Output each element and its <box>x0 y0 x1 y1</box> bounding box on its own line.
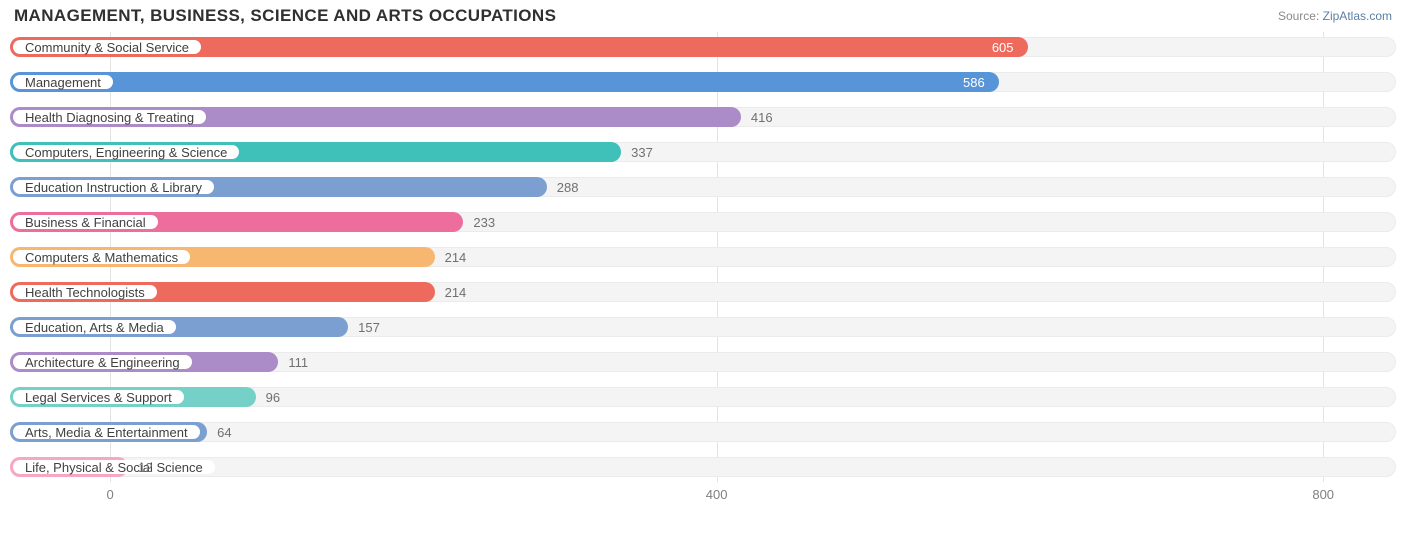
x-axis: 0 400 800 <box>10 487 1396 509</box>
bar-label-pill: Arts, Media & Entertainment <box>13 425 200 439</box>
bar-label-pill: Computers, Engineering & Science <box>13 145 239 159</box>
bar-row: Education, Arts & Media 157 <box>10 312 1396 342</box>
bar-row: Health Technologists 214 <box>10 277 1396 307</box>
bar-value: 157 <box>348 312 380 342</box>
bar-label-pill: Architecture & Engineering <box>13 355 192 369</box>
bar-label-pill: Business & Financial <box>13 215 158 229</box>
bar-track <box>10 457 1396 477</box>
bar-row: Computers & Mathematics 214 <box>10 242 1396 272</box>
bar-label-pill: Education, Arts & Media <box>13 320 176 334</box>
bar-label-pill: Legal Services & Support <box>13 390 184 404</box>
bar-row: Arts, Media & Entertainment 64 <box>10 417 1396 447</box>
bar-chart: Community & Social Service 605 Management 5… <box>10 32 1396 509</box>
bar-row: Architecture & Engineering 111 <box>10 347 1396 377</box>
bar-row: Education Instruction & Library 288 <box>10 172 1396 202</box>
bar-row: Life, Physical & Social Science12 <box>10 452 1396 482</box>
bar-row: Management 586 <box>10 67 1396 97</box>
chart-source: Source: ZipAtlas.com <box>1278 9 1392 23</box>
bar-value: 96 <box>256 382 280 412</box>
x-tick: 400 <box>706 487 728 502</box>
bar-row: Community & Social Service 605 <box>10 32 1396 62</box>
bar-value: 288 <box>547 172 579 202</box>
bar-value: 214 <box>435 277 467 307</box>
chart-header: MANAGEMENT, BUSINESS, SCIENCE AND ARTS O… <box>10 6 1396 26</box>
bar-value: 214 <box>435 242 467 272</box>
bar-value: 337 <box>621 137 653 167</box>
chart-title: MANAGEMENT, BUSINESS, SCIENCE AND ARTS O… <box>14 6 556 26</box>
bar-label-pill: Community & Social Service <box>13 40 201 54</box>
bar-label-pill: Computers & Mathematics <box>13 250 190 264</box>
bar-label-pill: Health Diagnosing & Treating <box>13 110 206 124</box>
source-link[interactable]: ZipAtlas.com <box>1323 9 1392 23</box>
bar-fill <box>10 72 999 92</box>
bar-value: 12 <box>128 452 152 482</box>
bar-value: 586 <box>963 67 999 97</box>
x-tick: 0 <box>106 487 113 502</box>
bar-value: 233 <box>463 207 495 237</box>
bar-value: 64 <box>207 417 231 447</box>
bar-label-pill: Education Instruction & Library <box>13 180 214 194</box>
plot-area: Community & Social Service 605 Management 5… <box>10 32 1396 482</box>
bar-row: Health Diagnosing & Treating 416 <box>10 102 1396 132</box>
bar-row: Legal Services & Support 96 <box>10 382 1396 412</box>
bar-row: Computers, Engineering & Science 337 <box>10 137 1396 167</box>
bar-row: Business & Financial 233 <box>10 207 1396 237</box>
bar-label-pill: Life, Physical & Social Science <box>13 460 215 474</box>
bar-value: 605 <box>992 32 1028 62</box>
x-tick: 800 <box>1312 487 1334 502</box>
bar-value: 416 <box>741 102 773 132</box>
source-prefix: Source: <box>1278 9 1323 23</box>
bar-label-pill: Management <box>13 75 113 89</box>
bar-value: 111 <box>278 347 308 377</box>
bar-label-pill: Health Technologists <box>13 285 157 299</box>
